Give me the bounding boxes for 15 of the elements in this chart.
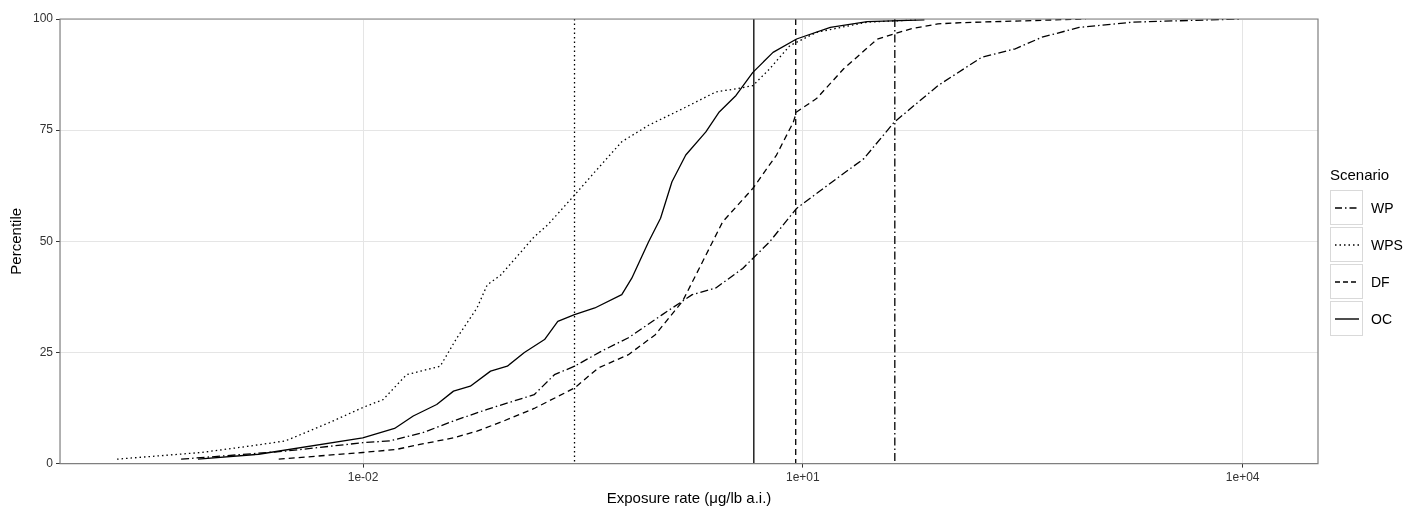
- x-tick-label: 1e+01: [785, 470, 821, 485]
- y-tick-label: 100: [32, 11, 54, 26]
- y-tick-label: 75: [39, 122, 54, 137]
- legend-title: Scenario: [1330, 166, 1391, 183]
- legend-label: WPS: [1371, 236, 1403, 253]
- y-tick-label: 50: [39, 233, 54, 248]
- x-axis-title: Exposure rate (μg/lb a.i.): [606, 489, 772, 507]
- x-tick-label: 1e-02: [347, 470, 379, 485]
- y-axis-title: Percentile: [7, 207, 25, 275]
- x-tick-label: 1e+04: [1225, 470, 1260, 485]
- legend-label: DF: [1371, 273, 1390, 290]
- legend-label: OC: [1371, 310, 1392, 327]
- y-tick-label: 25: [39, 344, 54, 359]
- legend-label: WP: [1371, 199, 1394, 216]
- y-tick-label: 0: [46, 455, 54, 470]
